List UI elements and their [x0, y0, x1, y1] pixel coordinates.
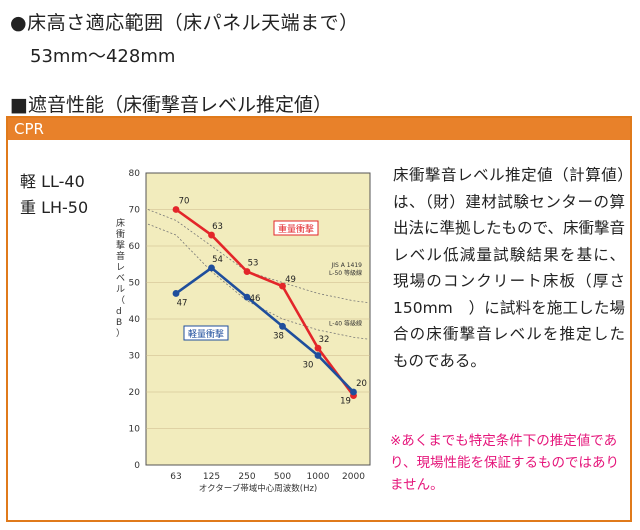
data-point: [314, 344, 322, 352]
data-label: 70: [179, 197, 190, 207]
series-line: [175, 208, 355, 397]
data-label: 30: [303, 361, 314, 371]
data-point: [279, 282, 286, 290]
data-label: 46: [250, 294, 261, 304]
data-point: [314, 352, 322, 359]
disclaimer-note: ※あくまでも特定条件下の推定値であり、現場性能を保証するものではありません。: [390, 433, 619, 493]
floor-height-range: 53mm〜428mm: [30, 46, 176, 67]
data-label: 47: [177, 298, 188, 308]
reference-label: JIS A 1419: [330, 262, 362, 269]
data-point: [243, 293, 251, 301]
data-point: [172, 206, 180, 213]
grade-light: 軽 LL-40: [20, 172, 85, 191]
x-tick-label: 500: [274, 472, 291, 482]
legend-heavy-label: 重量衝撃: [278, 223, 314, 235]
y-tick-label: 40: [129, 315, 141, 325]
data-label: 49: [285, 275, 296, 285]
grade-heavy: 重 LH-50: [20, 198, 89, 217]
data-point: [350, 388, 357, 396]
legend-light-box: [183, 325, 229, 341]
impact-sound-chart: 0 10 20 30 40 50 60 70 80 63 125 250 500 1000 2000 オクター…: [116, 169, 371, 494]
y-tick-label: 60: [129, 242, 141, 252]
data-label: 38: [273, 331, 284, 341]
cpr-panel-title: CPR: [8, 118, 630, 140]
y-tick-label: 0: [134, 461, 140, 471]
reference-label: L-40 等級線: [329, 319, 362, 327]
x-tick-label: 125: [203, 472, 220, 482]
sound-insulation-heading: ■遮音性能（床衝撃音レベル推定値）: [10, 94, 332, 116]
x-axis-label: オクターブ帯域中心周波数(Hz): [199, 483, 317, 494]
data-label: 32: [319, 335, 330, 345]
y-tick-label: 30: [129, 352, 141, 362]
series-line: [175, 266, 355, 393]
data-label: 53: [248, 259, 259, 269]
legend-light-label: 軽量衝撃: [188, 328, 224, 340]
cpr-panel: CPR 軽 LL-40 重 LH-50 0 10 20 30 40 50 60 70 80 63 1…: [6, 116, 632, 522]
description-text: 床衝撃音レベル推定値（計算値）は、（財）建材試験センターの算出法に準拠したもので…: [393, 166, 625, 370]
reference-curve: [147, 209, 369, 303]
data-point: [208, 231, 215, 239]
x-tick-label: 63: [170, 472, 181, 482]
y-tick-label: 10: [129, 425, 141, 435]
y-tick-label: 70: [129, 206, 141, 216]
data-point: [208, 264, 215, 272]
data-label: 19: [340, 397, 351, 407]
y-axis-label: 床衝撃音レベル（ d B）: [116, 217, 125, 339]
data-label: 20: [356, 379, 367, 389]
data-label: 63: [212, 222, 223, 232]
x-tick-label: 250: [238, 472, 255, 482]
y-tick-label: 50: [129, 279, 141, 289]
reference-label: L-50 等級線: [329, 269, 362, 277]
data-point: [172, 290, 180, 297]
x-tick-label: 2000: [342, 472, 365, 482]
y-tick-label: 80: [129, 169, 141, 179]
y-tick-label: 20: [129, 388, 141, 398]
legend-heavy-box: [273, 220, 319, 236]
data-point: [243, 268, 251, 275]
data-label: 54: [212, 255, 223, 265]
data-point: [279, 322, 286, 330]
x-tick-label: 1000: [307, 472, 330, 482]
floor-height-heading: ●床高さ適応範囲（床パネル天端まで）: [10, 12, 359, 34]
